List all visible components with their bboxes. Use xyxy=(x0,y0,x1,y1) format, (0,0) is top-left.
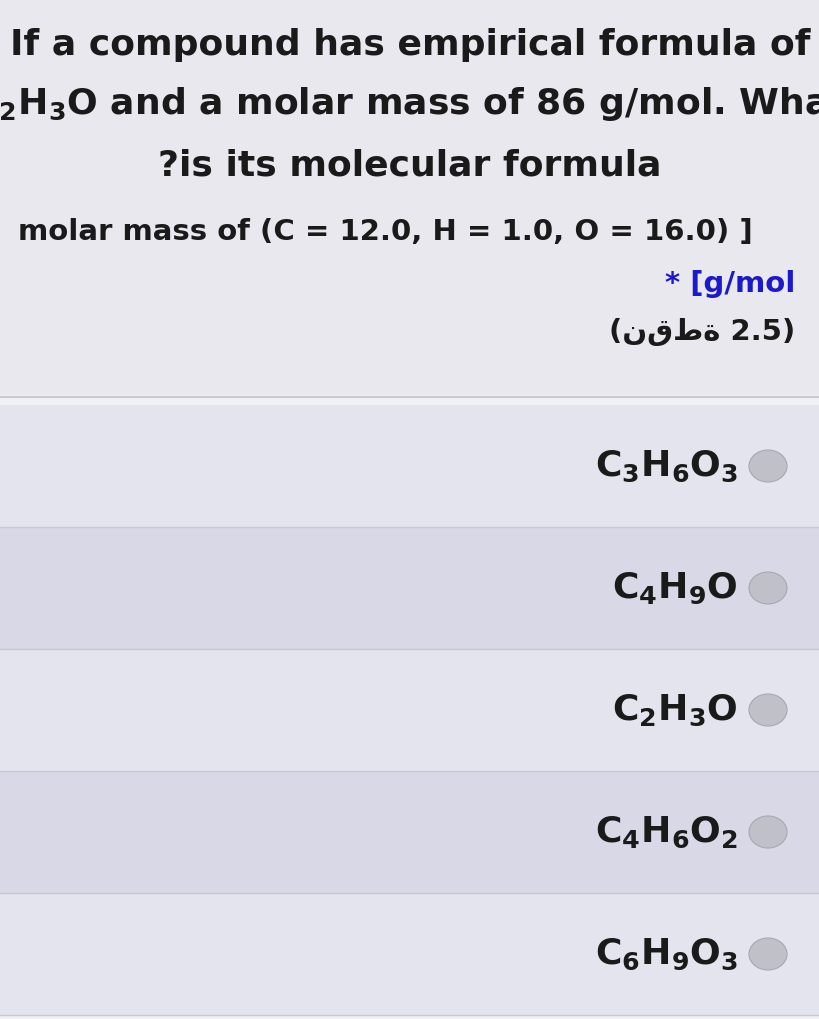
Text: $\mathregular{C_2H_3O}$ and a molar mass of 86 g/mol. What: $\mathregular{C_2H_3O}$ and a molar mass… xyxy=(0,85,819,123)
Ellipse shape xyxy=(748,816,786,848)
Text: $\mathregular{C_3H_6O_3}$: $\mathregular{C_3H_6O_3}$ xyxy=(594,448,737,484)
FancyBboxPatch shape xyxy=(0,771,819,893)
Text: $\mathregular{C_6H_9O_3}$: $\mathregular{C_6H_9O_3}$ xyxy=(594,936,737,972)
FancyBboxPatch shape xyxy=(0,405,819,527)
Text: * [g/mol: * [g/mol xyxy=(664,270,794,298)
Text: (نقطة 2.5): (نقطة 2.5) xyxy=(608,318,794,346)
Text: $\mathregular{C_2H_3O}$: $\mathregular{C_2H_3O}$ xyxy=(612,692,737,728)
FancyBboxPatch shape xyxy=(0,0,819,395)
Ellipse shape xyxy=(748,938,786,970)
Ellipse shape xyxy=(748,694,786,726)
Ellipse shape xyxy=(748,572,786,604)
Text: ?is its molecular formula: ?is its molecular formula xyxy=(158,148,661,182)
Ellipse shape xyxy=(748,450,786,482)
Text: molar mass of (C = 12.0, H = 1.0, O = 16.0) ]: molar mass of (C = 12.0, H = 1.0, O = 16… xyxy=(18,218,752,246)
Text: $\mathregular{C_4H_6O_2}$: $\mathregular{C_4H_6O_2}$ xyxy=(595,814,737,850)
Text: $\mathregular{C_4H_9O}$: $\mathregular{C_4H_9O}$ xyxy=(612,571,737,605)
FancyBboxPatch shape xyxy=(0,893,819,1015)
FancyBboxPatch shape xyxy=(0,649,819,771)
Text: If a compound has empirical formula of: If a compound has empirical formula of xyxy=(10,28,809,62)
FancyBboxPatch shape xyxy=(0,527,819,649)
